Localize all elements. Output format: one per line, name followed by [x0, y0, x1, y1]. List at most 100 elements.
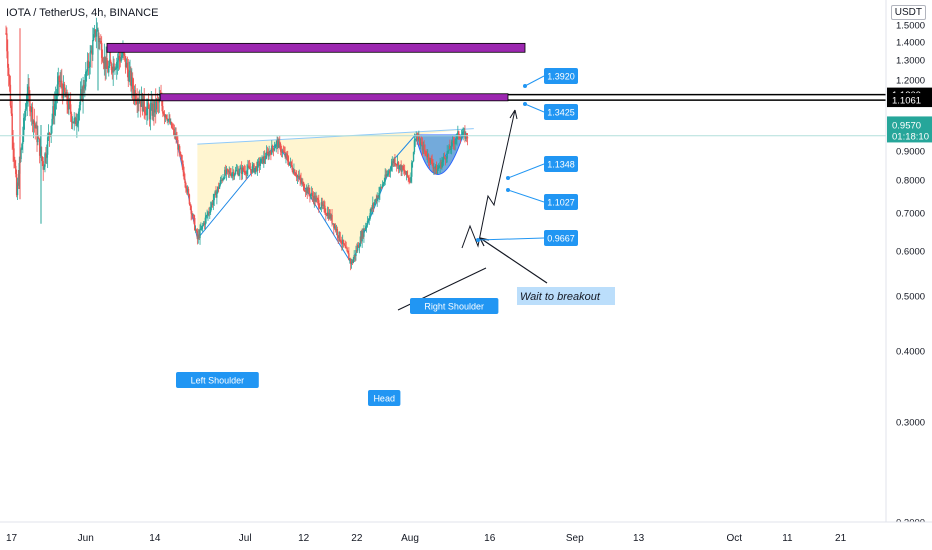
candle-body: [282, 150, 285, 152]
candle-body: [219, 180, 222, 185]
candle-body: [92, 40, 94, 55]
candle-body: [227, 169, 230, 172]
candle-body: [94, 29, 97, 37]
time-tick-label: Aug: [401, 533, 419, 544]
price-axis[interactable]: 1.60001.50001.40001.30001.20001.10001.00…: [885, 0, 932, 550]
candle-body: [429, 158, 432, 163]
candle-body: [441, 162, 443, 168]
candle-body: [162, 105, 164, 114]
level-tag-connector: [507, 163, 545, 179]
candle-body: [108, 65, 110, 73]
candle-body: [387, 173, 389, 175]
candle-body: [84, 86, 86, 89]
candle-body: [393, 158, 395, 164]
currency-label[interactable]: USDT: [890, 5, 926, 20]
candle-body: [436, 169, 439, 174]
candle-body: [410, 176, 412, 182]
candle-body: [28, 86, 30, 95]
candle-body: [453, 142, 455, 145]
candle-body: [334, 226, 337, 231]
candle-body: [20, 149, 22, 159]
candle-body: [114, 68, 116, 71]
candle-body: [308, 187, 310, 193]
candle-body: [29, 94, 31, 112]
candle-body: [14, 160, 16, 166]
candle-body: [271, 145, 273, 155]
candle-body: [422, 145, 424, 151]
candle-body: [60, 80, 62, 82]
candle-body: [124, 56, 127, 68]
candle-body: [342, 239, 345, 245]
price-tick-label: 0.6000: [896, 246, 925, 257]
candle-body: [249, 169, 252, 171]
candle-body: [184, 179, 186, 184]
candle-body: [278, 141, 280, 148]
candle-body: [185, 183, 187, 189]
pattern-label-bg: [176, 372, 259, 388]
candle-body: [31, 107, 34, 124]
candle-body: [75, 118, 77, 126]
candle-body: [34, 124, 36, 129]
candle-body: [145, 113, 147, 116]
candle-body: [69, 100, 71, 105]
candle-body: [38, 138, 41, 156]
candle-body: [301, 181, 303, 183]
candle-body: [312, 196, 315, 202]
level-tag-anchor: [523, 102, 527, 106]
candle-body: [132, 88, 135, 97]
candle-body: [77, 111, 80, 122]
candle-body: [130, 70, 132, 87]
candle-body: [328, 213, 331, 219]
candle-body: [455, 139, 457, 142]
candle-body: [180, 155, 183, 161]
candle-body: [267, 152, 269, 157]
candle-body: [427, 154, 429, 158]
price-tick-label: 1.4000: [896, 37, 925, 48]
candle-body: [264, 156, 266, 159]
candle-body: [193, 214, 195, 219]
candle-body: [136, 101, 138, 105]
candle-body: [119, 58, 121, 62]
time-axis[interactable]: 17 Jun 14 Jul 12 22 Aug 16 Sep 13 Oct 11 21: [0, 521, 932, 550]
candle-body: [89, 52, 91, 68]
candle-body: [6, 33, 8, 52]
price-tick-label: 0.7000: [896, 208, 925, 219]
time-tick-label: 12: [298, 533, 310, 544]
candle-body: [90, 50, 92, 53]
candle-body: [98, 35, 100, 42]
candle-body: [417, 138, 419, 140]
pattern-label-text: Head: [373, 394, 395, 404]
candle-body: [284, 152, 286, 157]
candle-body: [262, 156, 264, 164]
resistance-zones: [106, 42, 526, 102]
candle-body: [149, 107, 152, 120]
candle-body: [332, 223, 334, 225]
candle-body: [265, 151, 268, 159]
candle-body: [373, 202, 376, 206]
candle-body: [348, 253, 350, 261]
candle-body: [125, 62, 128, 68]
candle-body: [247, 165, 249, 170]
candle-body: [213, 194, 215, 201]
candle-body: [246, 169, 248, 174]
candle-body: [380, 187, 383, 189]
hline-price-badge-bg: [887, 93, 932, 108]
candle-body: [459, 138, 462, 140]
symbol-title[interactable]: IOTA / TetherUS, 4h, BINANCE: [6, 7, 159, 19]
candle-body: [335, 229, 338, 231]
time-tick-label: Oct: [726, 533, 742, 544]
candle-body: [266, 151, 269, 153]
candle-body: [49, 134, 51, 136]
candle-body: [375, 199, 378, 202]
candle-body: [5, 33, 7, 35]
candle-body: [319, 207, 322, 209]
candle-body: [316, 197, 318, 199]
candle-body: [388, 170, 390, 174]
neckline: [197, 128, 474, 145]
candle-body: [147, 102, 150, 109]
level-tag: 0.9667: [544, 230, 578, 246]
candle-body: [214, 191, 216, 195]
candle-body: [369, 213, 371, 219]
candle-body: [363, 228, 365, 237]
